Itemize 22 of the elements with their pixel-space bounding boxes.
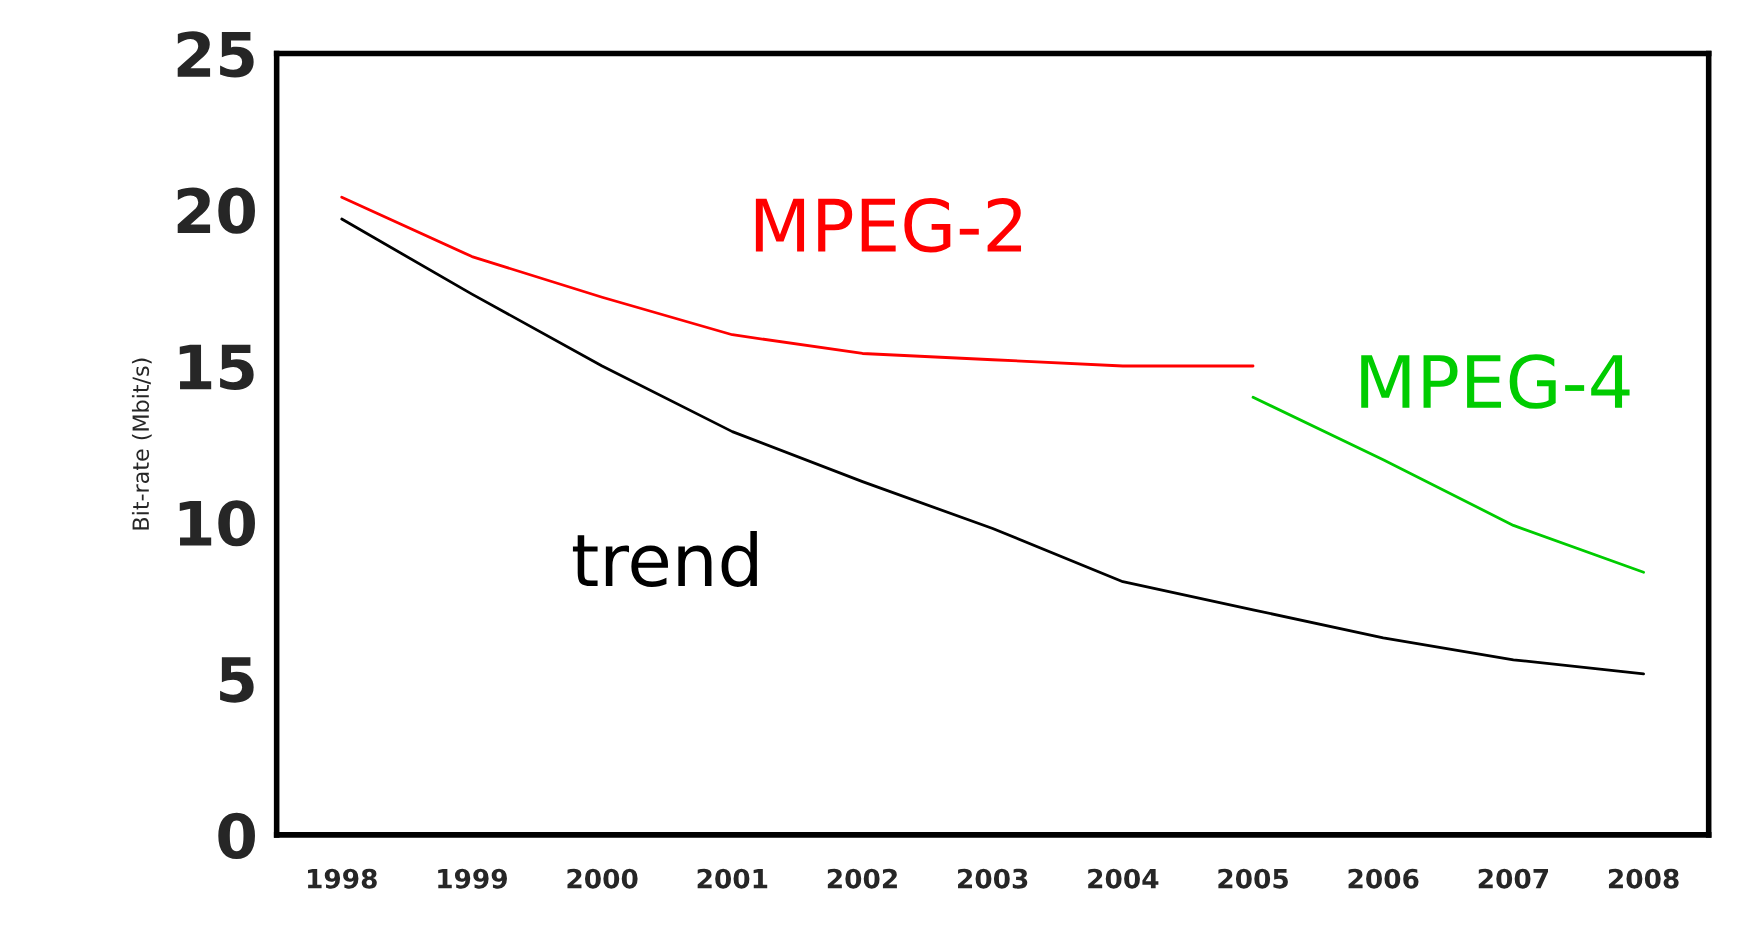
x-tick-label: 2001 xyxy=(697,868,768,889)
x-tick-label: 2002 xyxy=(827,868,897,889)
series-label: MPEG-4 xyxy=(1361,354,1630,409)
x-tick-label: 2006 xyxy=(1348,868,1419,889)
y-axis-title: Bit-rate (Mbit/s) xyxy=(131,358,152,530)
y-tick-label: 10 xyxy=(179,500,255,547)
x-tick-label: 2000 xyxy=(567,868,638,889)
x-tick-label: 2008 xyxy=(1608,868,1679,889)
y-tick-label: 0 xyxy=(218,812,255,859)
x-tick-label: 2004 xyxy=(1088,868,1159,889)
y-tick-label: 5 xyxy=(220,657,254,703)
x-tick-label: 1999 xyxy=(438,868,507,889)
y-tick-label: 25 xyxy=(177,31,254,78)
y-tick-label: 15 xyxy=(179,344,254,391)
line-series xyxy=(340,195,1255,368)
series-label: trend xyxy=(572,531,757,587)
x-tick-label: 2003 xyxy=(958,868,1028,889)
series-label: MPEG-2 xyxy=(755,197,1022,253)
x-tick-label: 2005 xyxy=(1218,868,1288,889)
y-tick-label: 20 xyxy=(177,187,255,234)
x-tick-label: 2007 xyxy=(1478,868,1549,889)
x-tick-label: 1998 xyxy=(308,868,377,889)
